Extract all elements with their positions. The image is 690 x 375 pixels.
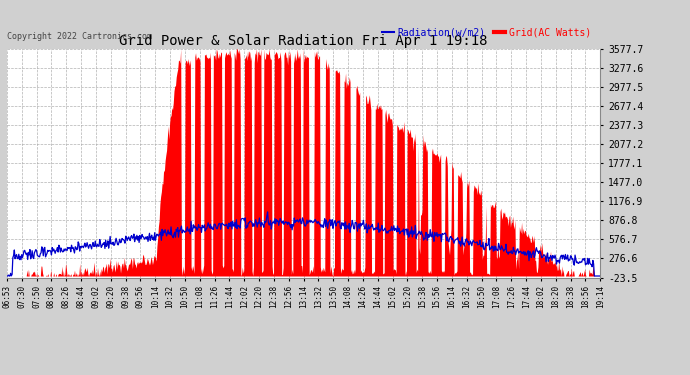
Text: Copyright 2022 Cartronics.com: Copyright 2022 Cartronics.com <box>7 32 152 41</box>
Legend: Radiation(w/m2), Grid(AC Watts): Radiation(w/m2), Grid(AC Watts) <box>378 24 595 42</box>
Title: Grid Power & Solar Radiation Fri Apr 1 19:18: Grid Power & Solar Radiation Fri Apr 1 1… <box>119 34 488 48</box>
